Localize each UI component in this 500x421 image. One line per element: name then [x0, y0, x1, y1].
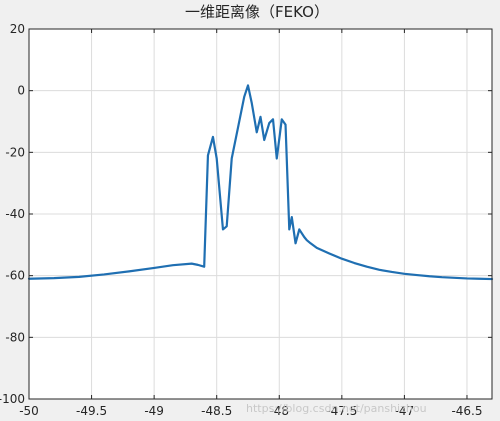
series-line	[27, 84, 494, 281]
y-tick-label: -60	[5, 269, 25, 283]
tick-layer	[28, 28, 492, 400]
y-tick-label: -40	[5, 207, 25, 221]
x-tick-label: -49	[144, 404, 164, 418]
series-layer	[27, 84, 494, 281]
y-tick-label: 20	[10, 22, 25, 36]
y-tick-label: -100	[0, 392, 25, 406]
y-tick-label: -20	[5, 145, 25, 159]
x-tick-label: -48.5	[201, 404, 232, 418]
x-tick-label: -48	[269, 404, 289, 418]
x-tick-label: -47	[395, 404, 415, 418]
x-tick-label: -46.5	[451, 404, 482, 418]
x-tick-label: -47.5	[326, 404, 357, 418]
watermark-text: https://blog.csdn.net/panshizhou	[246, 402, 427, 415]
y-tick-label: 0	[17, 84, 25, 98]
tick-labels: -50 -49.5 -49 -48.5 -48 -47.5 -47 -46.5 -100 -80 -…	[0, 22, 483, 418]
y-tick-label: -80	[5, 330, 25, 344]
x-tick-label: -50	[19, 404, 39, 418]
x-tick-label: -49.5	[76, 404, 107, 418]
chart-title: 一维距离像（FEKO）	[185, 3, 329, 21]
